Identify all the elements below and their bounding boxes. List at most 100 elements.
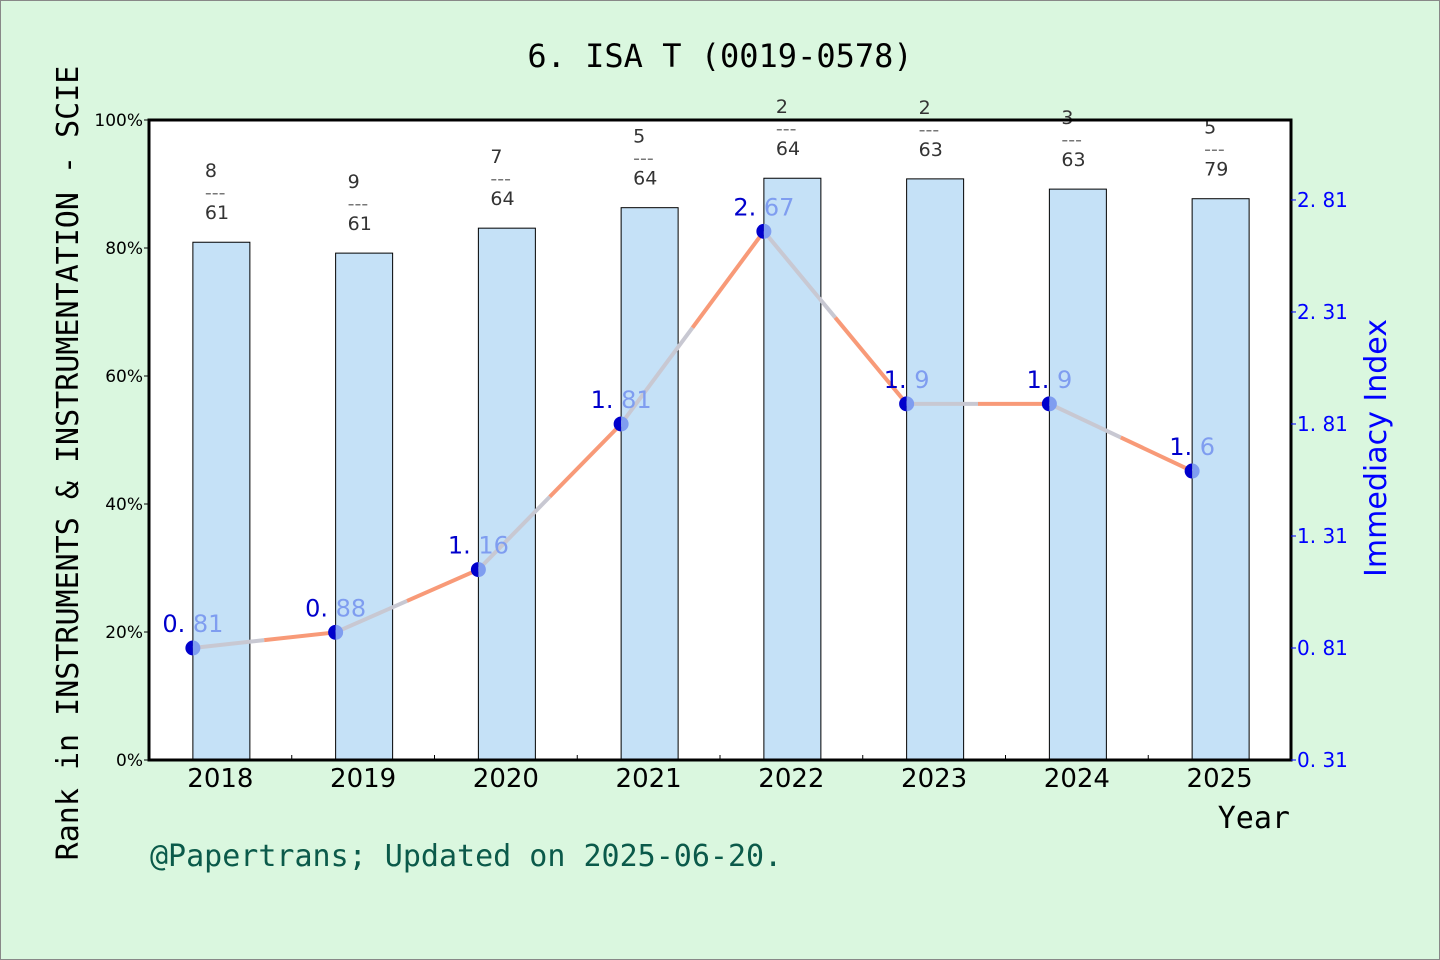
y-right-tick-label: 1. 31 — [1297, 524, 1348, 548]
y-right-tick-label: 2. 81 — [1297, 188, 1348, 212]
point-2020-right — [478, 562, 486, 578]
x-tick-label-2024: 2024 — [1044, 764, 1110, 794]
bar-2019 — [335, 252, 394, 761]
rank-value: 3 — [1061, 107, 1073, 129]
rank-label-2021: 5---64 — [633, 126, 657, 190]
rank-total: 63 — [919, 139, 943, 161]
y-left-tick-label: 0% — [116, 751, 143, 771]
rank-separator: --- — [1204, 139, 1225, 161]
line-segment — [762, 230, 837, 319]
point-2024 — [1041, 396, 1050, 412]
value-label-2025: 1. 6 — [1169, 433, 1215, 461]
point-2022-right — [763, 223, 772, 239]
y-left-tick-label: 80% — [105, 239, 143, 259]
rank-value: 5 — [633, 126, 645, 148]
bar-2020 — [477, 227, 536, 761]
y-right-tick-label: 2. 31 — [1297, 300, 1348, 324]
point-2022 — [756, 223, 764, 239]
rank-value: 5 — [1204, 117, 1216, 139]
point-2023-right — [906, 396, 915, 412]
point-2021 — [613, 416, 622, 432]
line-segment — [833, 316, 909, 406]
rank-total: 61 — [348, 213, 372, 235]
x-tick-label-2018: 2018 — [187, 764, 253, 794]
bar-2023 — [906, 178, 965, 761]
line-segment — [192, 638, 265, 650]
rank-separator: --- — [633, 148, 654, 170]
point-2018 — [185, 640, 193, 656]
x-tick-label-2025: 2025 — [1187, 764, 1253, 794]
bar-2021 — [620, 207, 679, 761]
x-axis-label: Year — [1218, 801, 1290, 836]
rank-value: 9 — [348, 171, 360, 193]
line-segment — [334, 599, 408, 635]
y-axis-left-label: Rank in INSTRUMENTS & INSTRUMENTATION - … — [51, 66, 86, 861]
value-label-2023: 1. 9 — [884, 366, 930, 394]
line-segment — [264, 630, 336, 643]
rank-label-2018: 8---61 — [205, 160, 229, 224]
value-label-2019: 0. 88 — [305, 594, 366, 622]
point-2021-right — [621, 416, 629, 432]
point-2025-right — [1192, 463, 1200, 479]
rank-label-2025: 5---79 — [1204, 117, 1228, 181]
rank-total: 63 — [1061, 149, 1085, 171]
y-left-tick-label: 40% — [105, 495, 143, 515]
rank-label-2020: 7---64 — [490, 146, 514, 210]
y-left-tick-label: 100% — [94, 111, 143, 131]
x-tick-label-2022: 2022 — [758, 764, 824, 794]
rank-separator: --- — [1061, 129, 1082, 151]
rank-total: 64 — [776, 138, 800, 160]
x-tick-label-2019: 2019 — [330, 764, 396, 794]
value-label-2020: 1. 16 — [448, 532, 509, 560]
line-segment — [476, 495, 552, 571]
line-segment — [1119, 435, 1193, 473]
bar-2022 — [763, 177, 822, 761]
bar-2024 — [1048, 188, 1107, 761]
rank-value: 2 — [919, 97, 931, 119]
value-label-2021: 1. 81 — [591, 386, 652, 414]
rank-total: 64 — [490, 188, 514, 210]
rank-label-2022: 2---64 — [776, 96, 800, 160]
rank-separator: --- — [205, 182, 226, 204]
x-tick-label-2021: 2021 — [616, 764, 682, 794]
rank-value: 8 — [205, 160, 217, 182]
y-right-tick-label: 1. 81 — [1297, 412, 1348, 436]
value-label-2024: 1. 9 — [1026, 366, 1072, 394]
line-segment — [619, 326, 695, 426]
line-segment — [406, 567, 480, 603]
line-segment — [690, 230, 766, 329]
point-2020 — [470, 562, 479, 578]
value-label-2022: 2. 67 — [733, 193, 794, 221]
y-axis-right-label: Immediacy Index — [1359, 319, 1394, 577]
rank-separator: --- — [348, 193, 369, 215]
value-label-2018: 0. 81 — [162, 610, 223, 638]
bar-2025 — [1191, 198, 1250, 761]
point-2018-right — [192, 640, 201, 656]
y-left-tick-label: 60% — [105, 367, 143, 387]
y-left-tick-label: 20% — [105, 623, 143, 643]
x-tick-label-2020: 2020 — [473, 764, 539, 794]
bar-2018 — [192, 241, 251, 761]
rank-total: 61 — [205, 202, 229, 224]
y-right-tick-label: 0. 81 — [1297, 636, 1348, 660]
rank-separator: --- — [919, 119, 940, 141]
x-tick-label-2023: 2023 — [901, 764, 967, 794]
point-2019-right — [335, 624, 344, 640]
rank-label-2019: 9---61 — [348, 171, 372, 235]
line-segment — [1048, 402, 1122, 440]
line-segment — [548, 422, 623, 499]
rank-total: 79 — [1204, 159, 1228, 181]
rank-total: 64 — [633, 168, 657, 190]
y-right-tick-label: 0. 31 — [1297, 748, 1348, 772]
rank-separator: --- — [776, 118, 797, 140]
point-2024-right — [1049, 396, 1057, 412]
rank-label-2024: 3---63 — [1061, 107, 1085, 171]
plot-area — [149, 120, 1291, 760]
point-2019 — [328, 624, 336, 640]
rank-value: 2 — [776, 96, 788, 118]
rank-separator: --- — [490, 168, 511, 190]
point-2023 — [899, 396, 907, 412]
chart-title: 6. ISA T (0019-0578) — [527, 37, 912, 75]
rank-value: 7 — [490, 146, 502, 168]
